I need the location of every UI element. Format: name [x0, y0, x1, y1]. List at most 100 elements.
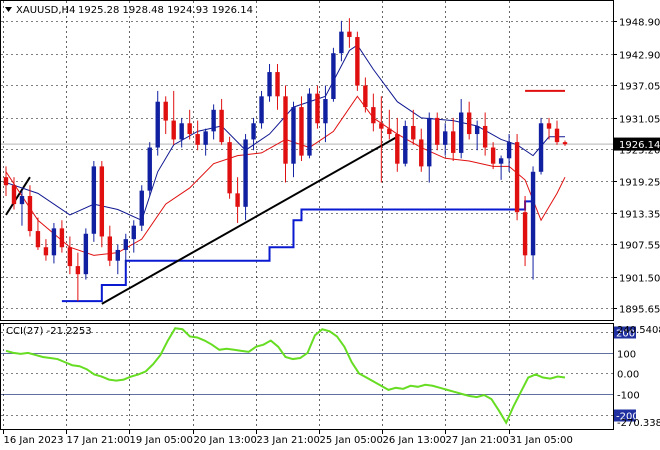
candle-body: [331, 53, 336, 100]
time-tick-label: 23 Jan 21:00: [257, 435, 320, 446]
cci-level-tag: [614, 326, 636, 339]
candle-body: [347, 31, 352, 38]
time-tick-label: 20 Jan 13:00: [194, 435, 257, 446]
candle-body: [107, 236, 113, 261]
trendlines: [5, 89, 565, 305]
price-tick-label: 1907.55: [619, 241, 660, 252]
candle-body: [458, 112, 464, 153]
candle-body: [315, 93, 320, 124]
slow-moving-average: [5, 95, 566, 256]
short-trendline: [5, 176, 31, 216]
dropdown-triangle-icon[interactable]: [5, 7, 12, 12]
candle-body: [243, 139, 248, 207]
time-tick-label: 16 Jan 2023: [4, 435, 64, 446]
candle-body: [323, 99, 328, 124]
candle-body: [3, 177, 9, 186]
candle-body: [275, 72, 280, 97]
price-axis: 1895.65 1901.50 1907.55 1913.35 1919.25 1925.…: [613, 18, 660, 316]
cci-tick-label: -200: [616, 412, 639, 423]
candle-body: [482, 125, 488, 148]
candle-body: [235, 193, 240, 207]
time-tick-label: 19 Jan 05:00: [130, 435, 193, 446]
time-tick-label: 17 Jan 21:00: [67, 435, 130, 446]
candle-body: [115, 249, 120, 261]
candle-body: [466, 112, 472, 135]
candle-body: [99, 166, 105, 237]
candle-body: [67, 247, 73, 267]
candle-body: [538, 123, 544, 172]
candle-body: [387, 128, 392, 135]
cci-line: [5, 327, 566, 425]
candle-body: [403, 125, 408, 164]
price-tick-label: 1942.90: [619, 51, 660, 62]
candle-body: [227, 142, 232, 194]
cci-tick-label: -100: [617, 391, 640, 402]
cci-top-label: 240.5408: [617, 325, 660, 336]
candle-body: [307, 93, 312, 156]
candle-body: [163, 101, 168, 121]
main-chart-frame: [0, 0, 614, 321]
support-line: [61, 200, 534, 303]
candle-body: [562, 142, 568, 145]
candle-body: [291, 107, 296, 164]
candle-body: [203, 131, 208, 145]
candle-body: [195, 134, 200, 145]
candle-body: [339, 31, 344, 54]
vertical-gridlines: [3, 1, 510, 429]
candle-body: [283, 96, 288, 164]
candle-body: [299, 107, 304, 156]
candle-body: [123, 239, 128, 250]
cci-title: CCI(27) -21.2253: [6, 326, 92, 337]
price-tick-label: 1937.05: [619, 82, 660, 93]
candle-body: [147, 147, 152, 191]
price-tick-label: 1931.05: [619, 115, 660, 126]
candle-body: [171, 120, 176, 140]
candle-body: [75, 266, 81, 275]
time-axis: 16 Jan 2023 17 Jan 21:00 19 Jan 05:00 20 Ja…: [3, 429, 573, 446]
last-price-label: 1926.14: [619, 140, 660, 151]
candle-body: [514, 142, 520, 213]
candle-body: [546, 123, 552, 129]
price-tick-label: 1895.65: [619, 305, 660, 316]
time-tick-label: 27 Jan 21:00: [446, 435, 509, 446]
cci-level-tag: [614, 409, 636, 422]
candle-body: [27, 196, 33, 232]
time-tick-label: 25 Jan 05:00: [320, 435, 383, 446]
candle-body: [530, 171, 536, 256]
candle-body: [506, 142, 512, 159]
candle-body: [211, 109, 216, 132]
time-tick-label: 31 Jan 05:00: [510, 435, 573, 446]
symbol-label: XAUUSD,H4: [16, 5, 75, 16]
cci-bottom-label: -270.3389: [617, 418, 660, 429]
support-step-line: [61, 200, 534, 303]
candle-body: [435, 117, 440, 145]
candle-body: [155, 101, 160, 148]
candle-body: [187, 123, 192, 135]
candle-body: [219, 109, 224, 143]
candle-body: [411, 125, 416, 140]
candle-body: [427, 117, 432, 167]
candle-body: [355, 37, 360, 86]
candle-body: [474, 125, 480, 135]
candle-body: [371, 107, 376, 124]
price-tick-label: 1919.25: [619, 178, 660, 189]
main-trendline: [101, 135, 398, 305]
main-gridlines: [1, 21, 613, 309]
candle-body: [419, 139, 424, 167]
candle-body: [363, 85, 368, 108]
cci-series-line: [5, 327, 566, 425]
cci-tick-label: 200: [616, 329, 635, 340]
candle-body: [259, 96, 264, 124]
candle-body: [379, 123, 384, 129]
last-price-tag: [614, 137, 660, 151]
candle-body: [451, 131, 456, 153]
candle-body: [19, 196, 25, 205]
cci-panel-frame: [0, 323, 614, 430]
candle-body: [131, 225, 136, 240]
cci-tick-label: 0.00: [617, 370, 639, 381]
candle-body: [83, 233, 89, 275]
price-tick-label: 1948.90: [619, 18, 660, 29]
candle-body: [498, 158, 504, 164]
candle-body: [522, 212, 528, 256]
